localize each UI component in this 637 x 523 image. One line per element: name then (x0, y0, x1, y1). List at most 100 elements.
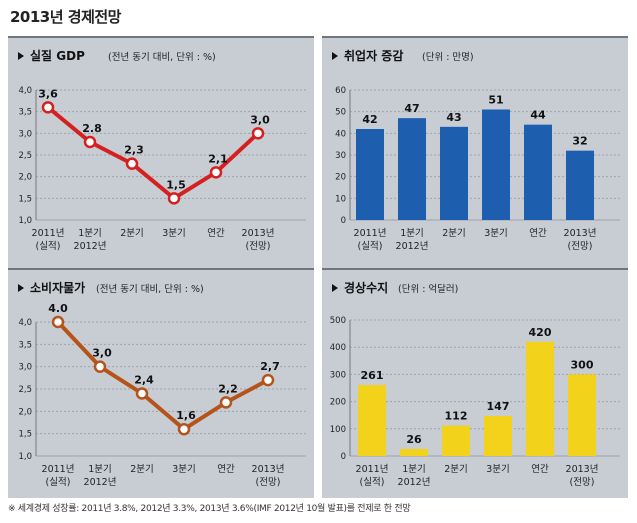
data-label: 44 (530, 109, 546, 122)
data-point (135, 387, 149, 400)
y-tick-label: 40 (335, 129, 346, 139)
x-tick-label: 3분기 (486, 464, 510, 475)
data-label: 112 (445, 410, 468, 423)
employment-chart: 취업자 증감 (단위 : 만명) 60 50 40 30 20 10 0 42 47 43 51 44 32… (332, 48, 620, 252)
x-tick-label: (실적) (46, 476, 71, 488)
data-label: 4.0 (48, 302, 68, 315)
y-tick-label: 4,0 (18, 86, 32, 96)
data-point (167, 192, 181, 205)
x-tick-label: 1분기 (400, 228, 424, 239)
x-tick-label: (실적) (36, 240, 61, 252)
x-tick-label: 2011년 (32, 228, 65, 239)
data-label: 2,7 (260, 360, 280, 373)
data-label: 51 (488, 94, 503, 107)
bar (358, 385, 386, 456)
data-label: 3,6 (38, 87, 58, 100)
bar (440, 126, 468, 220)
title-marker-icon (332, 284, 338, 292)
chart-subtitle: (전년 동기 대비, 단위 : %) (108, 51, 216, 63)
x-tick-label: (실적) (360, 476, 385, 488)
series-line (56, 320, 269, 432)
y-tick-label: 2,0 (18, 173, 32, 183)
cpi-chart-panel: 소비자물가 (전년 동기 대비, 단위 : %) 4,0 3,5 3,0 2,5 2,0 1,… (8, 268, 314, 498)
data-point (125, 157, 139, 170)
y-tick-label: 400 (330, 343, 346, 353)
data-label: 2,3 (124, 144, 144, 157)
x-tick-label: 2분기 (120, 228, 144, 239)
data-label: 3,0 (250, 113, 270, 126)
bar (568, 374, 596, 456)
chart-subtitle: (단위 : 만명) (422, 51, 474, 63)
x-tick-label: (실적) (358, 240, 383, 252)
x-tick-label: (전망) (256, 477, 281, 488)
x-tick-label: 2011년 (42, 464, 75, 475)
bar (400, 448, 428, 456)
y-tick-label: 300 (330, 370, 346, 380)
bar (442, 425, 470, 456)
y-tick-label: 0 (341, 452, 346, 462)
current-account-chart: 경상수지 (단위 : 억달러) 500 400 300 200 100 0 261 26 112 14… (330, 280, 620, 488)
bar (356, 129, 384, 220)
x-tick-label: 2분기 (442, 228, 466, 239)
data-label: 43 (446, 111, 461, 124)
data-point (219, 396, 233, 409)
y-tick-label: 20 (335, 173, 346, 183)
data-point (209, 166, 223, 179)
data-label: 147 (487, 400, 510, 413)
chart-subtitle: (전년 동기 대비, 단위 : %) (96, 283, 204, 295)
x-tick-label: 2013년 (242, 228, 275, 239)
cpi-chart: 소비자물가 (전년 동기 대비, 단위 : %) 4,0 3,5 3,0 2,5 2,0 1,… (18, 280, 306, 488)
x-tick-label: 2011년 (354, 228, 387, 239)
data-point (177, 422, 191, 436)
data-label: 47 (404, 102, 419, 115)
bar (482, 109, 510, 220)
data-label: 1,6 (176, 409, 196, 422)
title-marker-icon (18, 52, 24, 60)
y-tick-label: 2,5 (18, 385, 32, 395)
data-point (261, 373, 275, 387)
chart-title: 소비자물가 (30, 280, 85, 295)
data-point (51, 315, 65, 329)
y-tick-label: 1,5 (18, 194, 32, 204)
y-tick-label: 100 (330, 425, 346, 435)
x-tick-label: 2013년 (566, 464, 599, 475)
chart-title: 경상수지 (344, 280, 388, 295)
data-label: 1,5 (166, 178, 186, 191)
bar (526, 341, 554, 456)
data-label: 420 (529, 326, 552, 339)
y-tick-label: 60 (335, 86, 346, 96)
data-label: 32 (572, 135, 587, 148)
y-tick-label: 1,0 (18, 216, 32, 226)
page-title: 2013년 경제전망 (10, 8, 121, 26)
data-label: 2,2 (218, 382, 238, 395)
bar (566, 150, 594, 220)
x-tick-label: 연간 (217, 464, 235, 475)
x-tick-label: 2013년 (252, 464, 285, 475)
bar (484, 416, 512, 456)
x-tick-label: 2분기 (130, 464, 154, 475)
x-tick-label: 2011년 (356, 464, 389, 475)
data-point (41, 101, 55, 114)
x-tick-label: 2012년 (84, 477, 117, 488)
title-marker-icon (332, 52, 338, 60)
series-line (46, 105, 260, 201)
y-tick-label: 3,0 (18, 363, 32, 373)
data-label: 300 (571, 358, 594, 371)
y-tick-label: 1,5 (18, 430, 32, 440)
bar (524, 124, 552, 220)
data-label: 2,4 (134, 373, 154, 386)
x-tick-label: 2013년 (564, 228, 597, 239)
y-tick-label: 200 (330, 398, 346, 408)
y-tick-label: 50 (335, 108, 346, 118)
title-marker-icon (18, 284, 24, 292)
y-tick-label: 3,5 (18, 108, 32, 118)
y-tick-label: 10 (335, 194, 346, 204)
x-tick-label: 3분기 (484, 228, 508, 239)
data-label: 2,1 (208, 152, 228, 165)
x-tick-label: (전망) (246, 241, 271, 252)
gdp-chart: 실질 GDP (전년 동기 대비, 단위 : %) 4,0 3,5 3,0 2,5 2,0 1… (18, 48, 306, 252)
employment-chart-panel: 취업자 증감 (단위 : 만명) 60 50 40 30 20 10 0 42 47 43 51 44 32… (322, 36, 628, 268)
x-tick-label: 연간 (531, 464, 549, 475)
bar (398, 118, 426, 220)
data-point (83, 135, 97, 149)
